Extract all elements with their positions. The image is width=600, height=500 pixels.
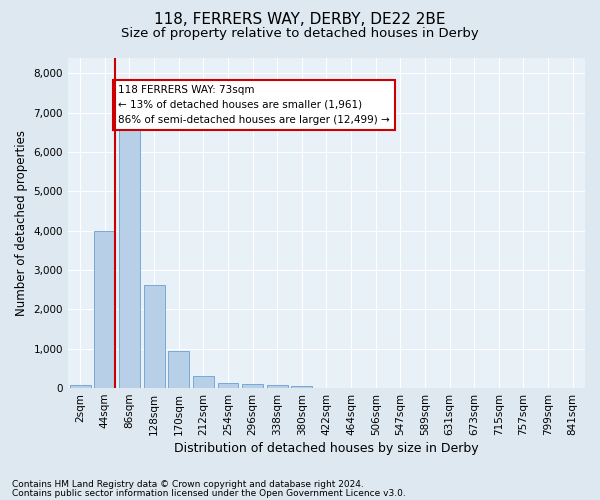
Bar	[119, 130, 140, 388]
Bar	[242, 384, 263, 388]
Text: Contains public sector information licensed under the Open Government Licence v3: Contains public sector information licen…	[12, 489, 406, 498]
Bar	[193, 376, 214, 388]
Bar	[143, 285, 164, 388]
Text: 118 FERRERS WAY: 73sqm
← 13% of detached houses are smaller (1,961)
86% of semi-: 118 FERRERS WAY: 73sqm ← 13% of detached…	[118, 85, 390, 124]
Text: 118, FERRERS WAY, DERBY, DE22 2BE: 118, FERRERS WAY, DERBY, DE22 2BE	[154, 12, 446, 28]
Text: Contains HM Land Registry data © Crown copyright and database right 2024.: Contains HM Land Registry data © Crown c…	[12, 480, 364, 489]
X-axis label: Distribution of detached houses by size in Derby: Distribution of detached houses by size …	[174, 442, 479, 455]
Bar	[70, 385, 91, 388]
Bar	[94, 232, 115, 388]
Bar	[218, 383, 238, 388]
Text: Size of property relative to detached houses in Derby: Size of property relative to detached ho…	[121, 28, 479, 40]
Bar	[168, 350, 189, 388]
Bar	[292, 386, 313, 388]
Bar	[267, 385, 287, 388]
Y-axis label: Number of detached properties: Number of detached properties	[15, 130, 28, 316]
